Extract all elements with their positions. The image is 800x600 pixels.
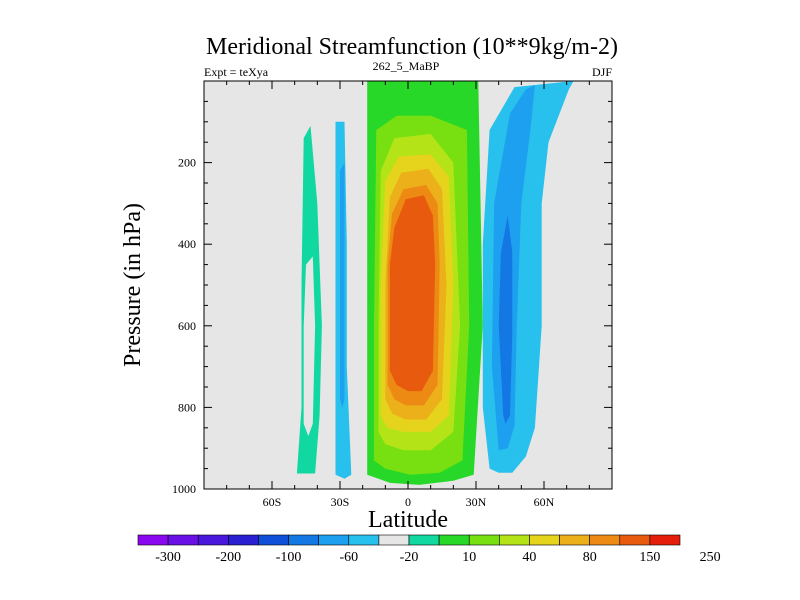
colorbar-swatch	[408, 534, 440, 546]
y-axis-label: Pressure (in hPa)	[120, 203, 146, 367]
experiment-label: Expt = teXya	[204, 65, 269, 79]
colorbar-swatch	[378, 534, 410, 546]
y-tick-label: 400	[178, 237, 196, 251]
colorbar-swatch	[228, 534, 259, 546]
x-tick-label: 30N	[466, 495, 487, 509]
x-axis: 60S 30S 0 30N 60N	[203, 81, 613, 509]
colorbar-swatch	[559, 534, 590, 546]
colorbar-label: 40	[522, 550, 536, 565]
colorbar-swatch	[499, 534, 530, 546]
colorbar-swatch	[589, 534, 621, 546]
y-tick-label: 1000	[172, 482, 196, 496]
colorbar-swatch	[288, 534, 319, 546]
colorbar-label: 250	[700, 550, 721, 565]
colorbar-swatch	[318, 534, 350, 546]
season-label: DJF	[592, 65, 612, 79]
colorbar-swatch	[137, 534, 169, 546]
period-label: 262_5_MaBP	[373, 59, 440, 73]
colorbar-label: -100	[276, 550, 302, 565]
colorbar-swatch	[258, 534, 289, 546]
colorbar-swatch	[438, 534, 470, 546]
y-tick-label: 800	[178, 400, 196, 414]
colorbar: -300 -200 -100 -60 -20 10 40 80 150 250	[137, 534, 721, 565]
colorbar-label: -60	[339, 550, 358, 565]
colorbar-swatch	[649, 534, 681, 546]
chart-title: Meridional Streamfunction (10**9kg/m-2)	[206, 34, 618, 60]
colorbar-label: -200	[215, 550, 241, 565]
colorbar-swatch	[529, 534, 560, 546]
x-tick-label: 30S	[331, 495, 350, 509]
colorbar-swatch	[167, 534, 199, 546]
x-axis-label: Latitude	[368, 507, 448, 533]
colorbar-swatch	[348, 534, 380, 546]
colorbar-label: -300	[155, 550, 181, 565]
contour-region-1	[303, 256, 316, 436]
colorbar-label: 80	[583, 550, 597, 565]
colorbar-label: -20	[400, 550, 419, 565]
contour-region-3	[340, 162, 345, 408]
y-tick-label: 600	[178, 319, 196, 333]
contour-region-10	[389, 195, 436, 392]
contour-region-13	[498, 215, 513, 424]
colorbar-swatch	[197, 534, 229, 546]
contour-fills	[296, 81, 574, 485]
x-tick-label: 60S	[263, 495, 282, 509]
x-tick-label: 0	[405, 495, 411, 509]
y-axis: 200 400 600 800 1000	[172, 80, 612, 496]
colorbar-label: 150	[639, 550, 660, 565]
x-tick-label: 60N	[534, 495, 555, 509]
y-tick-label: 200	[178, 156, 196, 170]
colorbar-label: 10	[462, 550, 476, 565]
colorbar-swatch	[619, 534, 651, 546]
colorbar-swatch	[468, 534, 500, 546]
